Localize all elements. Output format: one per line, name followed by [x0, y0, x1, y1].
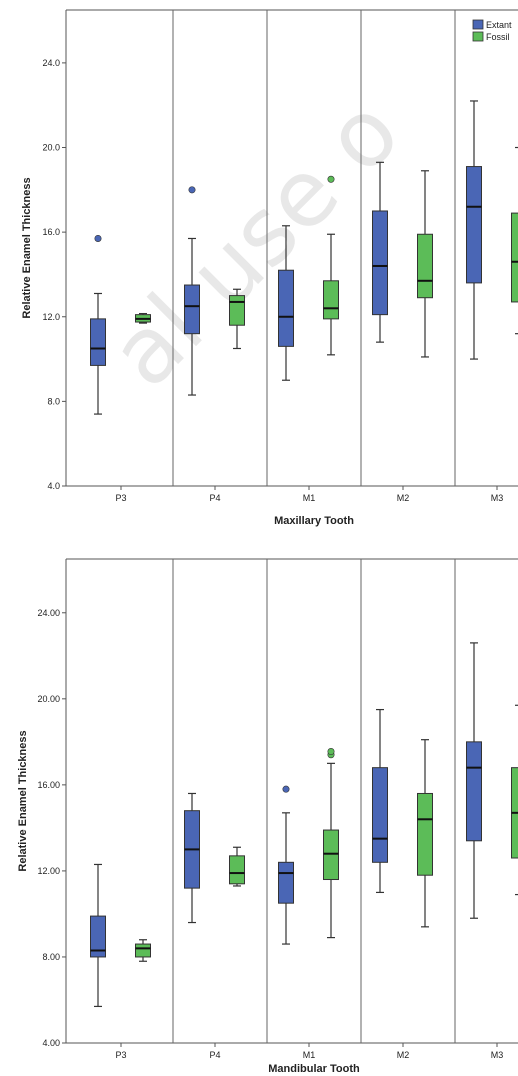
box-iqr: [466, 741, 482, 842]
x-tick-label-m1: M1: [303, 493, 316, 503]
box-extant-p4: [184, 186, 200, 396]
plots-group: 4.0 8.0 12.0 16.0 20.0 24.0 P3 P4 M1 M2 M3 Maxillar…: [17, 9, 518, 1075]
legend-label-fossil: Fossil: [486, 32, 510, 42]
y-tick-label: 4.0: [47, 481, 60, 491]
chart-panel-1: 4.0 8.0 12.0 16.0 20.0 24.0 P3 P4 M1 M2 M3 Maxillar…: [21, 9, 518, 527]
box-fossil-m1: [323, 175, 339, 356]
box-iqr: [278, 861, 294, 904]
y-tick-label: 20.00: [37, 694, 60, 704]
box-iqr: [417, 792, 433, 876]
box-fossil-m3: [511, 704, 518, 896]
x-axis-title: Mandibular Tooth: [268, 1063, 360, 1075]
box-extant-m2: [372, 161, 388, 343]
y-tick-label: 12.0: [42, 312, 60, 322]
box-iqr: [135, 943, 151, 958]
y-tick-label: 24.0: [42, 58, 60, 68]
outlier-point: [282, 785, 290, 793]
outlier-point: [94, 234, 102, 242]
y-tick-label: 4.00: [42, 1038, 60, 1048]
x-tick-label-p3: P3: [115, 493, 126, 503]
box-fossil-p3: [135, 312, 151, 324]
box-iqr: [372, 210, 388, 316]
x-tick-label-p4: P4: [209, 1050, 220, 1060]
box-iqr: [417, 233, 433, 299]
y-axis-title: Relative Enamel Thickness: [17, 730, 29, 871]
x-tick-label-m2: M2: [397, 1050, 410, 1060]
box-fossil-p4: [229, 288, 245, 350]
box-iqr: [278, 269, 294, 347]
y-tick-label: 24.00: [37, 608, 60, 618]
y-tick-label: 8.0: [47, 396, 60, 406]
box-fossil-p3: [135, 939, 151, 962]
y-tick-label: 8.00: [42, 952, 60, 962]
outlier-point: [327, 175, 335, 183]
box-fossil-p4: [229, 846, 245, 887]
chart-panel-2: 4.00 8.00 12.00 16.00 20.00 24.00 P3 P4 M1 M2 M3 Ma…: [17, 558, 518, 1075]
box-iqr: [229, 295, 245, 326]
box-extant-m2: [372, 708, 388, 894]
box-fossil-m2: [417, 739, 433, 928]
legend-swatch-extant: [472, 19, 484, 30]
legend: Extant Fossil: [472, 19, 512, 42]
box-iqr: [511, 212, 518, 303]
box-fossil-m2: [417, 170, 433, 358]
x-tick-label-m3: M3: [491, 1050, 504, 1060]
outlier-point: [327, 748, 335, 756]
x-tick-label-m2: M2: [397, 493, 410, 503]
watermark: al use o: [90, 78, 420, 408]
box-extant-m3: [466, 642, 482, 919]
box-iqr: [372, 767, 388, 863]
outlier-point: [188, 186, 196, 194]
box-extant-p3: [90, 234, 106, 415]
y-tick-label: 16.00: [37, 780, 60, 790]
x-tick-label-p4: P4: [209, 493, 220, 503]
box-fossil-m1: [323, 748, 339, 939]
box-iqr: [184, 284, 200, 335]
x-axis-title: Maxillary Tooth: [274, 515, 354, 527]
x-tick-label-m3: M3: [491, 493, 504, 503]
y-axis-title: Relative Enamel Thickness: [21, 177, 33, 318]
x-tick-label-p3: P3: [115, 1050, 126, 1060]
y-tick-label: 20.0: [42, 143, 60, 153]
x-tick-label-m1: M1: [303, 1050, 316, 1060]
y-tick-label: 12.00: [37, 866, 60, 876]
box-iqr: [90, 318, 106, 366]
box-iqr: [229, 855, 245, 885]
box-iqr: [466, 166, 482, 284]
box-extant-p4: [184, 792, 200, 924]
box-extant-m1: [278, 225, 294, 381]
box-fossil-m3: [511, 146, 518, 335]
box-extant-m3: [466, 100, 482, 360]
box-iqr: [323, 280, 339, 320]
box-extant-p3: [90, 863, 106, 1008]
box-iqr: [323, 829, 339, 881]
box-extant-m1: [278, 785, 294, 945]
legend-swatch-fossil: [472, 31, 484, 42]
box-iqr: [90, 915, 106, 958]
legend-label-extant: Extant: [486, 20, 512, 30]
y-tick-label: 16.0: [42, 227, 60, 237]
